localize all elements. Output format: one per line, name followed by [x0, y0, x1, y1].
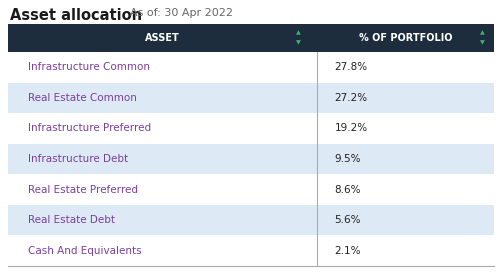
Text: ASSET: ASSET	[145, 33, 180, 43]
Text: 2.1%: 2.1%	[335, 246, 361, 256]
Bar	[8, 113, 494, 144]
Text: Real Estate Common: Real Estate Common	[28, 93, 137, 103]
Text: 5.6%: 5.6%	[335, 215, 361, 225]
Text: ▼: ▼	[479, 41, 484, 46]
Bar	[8, 205, 494, 235]
Text: 27.8%: 27.8%	[335, 62, 368, 72]
Text: Asset allocation: Asset allocation	[10, 8, 142, 23]
Text: As of: 30 Apr 2022: As of: 30 Apr 2022	[130, 8, 233, 18]
Text: 19.2%: 19.2%	[335, 123, 368, 133]
Text: Real Estate Preferred: Real Estate Preferred	[28, 185, 138, 195]
Bar	[8, 83, 494, 113]
Bar	[8, 52, 494, 83]
Text: Real Estate Debt: Real Estate Debt	[28, 215, 115, 225]
Text: Infrastructure Common: Infrastructure Common	[28, 62, 150, 72]
Text: Cash And Equivalents: Cash And Equivalents	[28, 246, 142, 256]
Bar	[8, 144, 494, 174]
Text: ▲: ▲	[296, 31, 301, 36]
Bar	[8, 24, 494, 52]
Bar	[8, 174, 494, 205]
Bar	[8, 235, 494, 266]
Text: % OF PORTFOLIO: % OF PORTFOLIO	[359, 33, 452, 43]
Text: 27.2%: 27.2%	[335, 93, 368, 103]
Text: 8.6%: 8.6%	[335, 185, 361, 195]
Text: 9.5%: 9.5%	[335, 154, 361, 164]
Text: ▼: ▼	[296, 41, 301, 46]
Text: Infrastructure Preferred: Infrastructure Preferred	[28, 123, 151, 133]
Text: Infrastructure Debt: Infrastructure Debt	[28, 154, 128, 164]
Text: ▲: ▲	[479, 31, 484, 36]
